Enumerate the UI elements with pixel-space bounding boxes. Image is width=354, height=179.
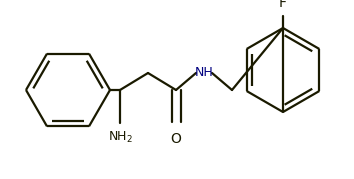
Text: O: O [171, 132, 182, 146]
Text: F: F [279, 0, 287, 10]
Text: NH: NH [195, 67, 213, 79]
Text: NH$_2$: NH$_2$ [108, 130, 132, 145]
